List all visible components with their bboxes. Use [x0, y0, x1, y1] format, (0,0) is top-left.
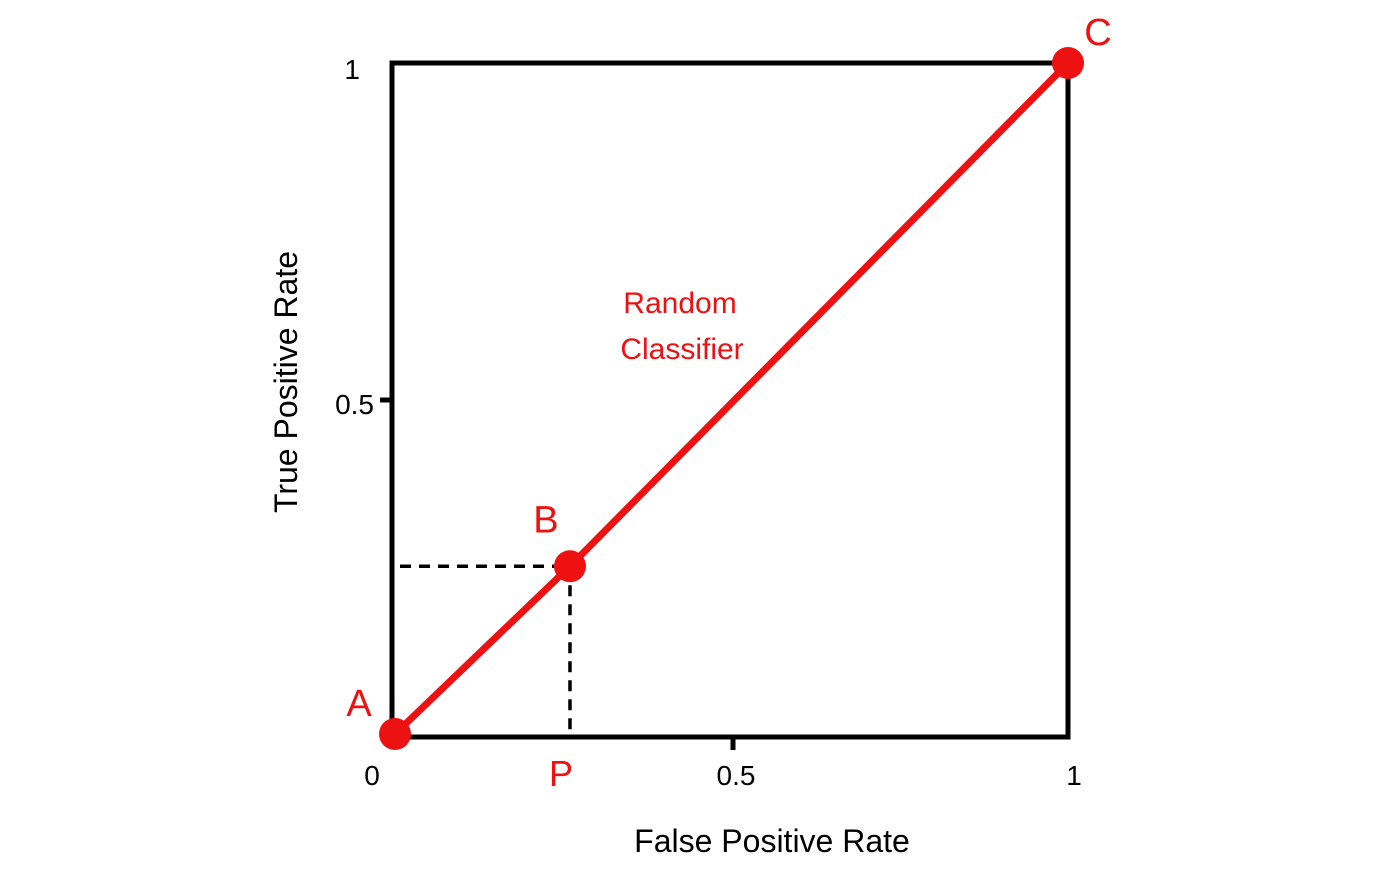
point-b-label: B [533, 499, 558, 541]
y-axis-title: True Positive Rate [268, 251, 304, 513]
point-c-label: C [1084, 12, 1111, 54]
y-tick-label-1: 1 [344, 54, 360, 85]
x-tick-label-1: 1 [1066, 760, 1082, 791]
x-axis-title: False Positive Rate [634, 823, 910, 859]
point-c-marker [1052, 47, 1084, 79]
x-tick-label-0.5: 0.5 [717, 760, 756, 791]
random-classifier-line [392, 60, 1071, 737]
series-label-line2: Classifier [620, 333, 743, 366]
p-label: P [549, 753, 573, 794]
point-a-marker [379, 718, 411, 750]
series-label-line1: Random [623, 287, 736, 320]
point-b-marker [553, 550, 586, 583]
x-tick-label-0: 0 [364, 760, 380, 791]
point-a-label: A [346, 683, 372, 725]
y-tick-label-0.5: 0.5 [335, 389, 374, 420]
points-layer: A B C [346, 12, 1112, 750]
